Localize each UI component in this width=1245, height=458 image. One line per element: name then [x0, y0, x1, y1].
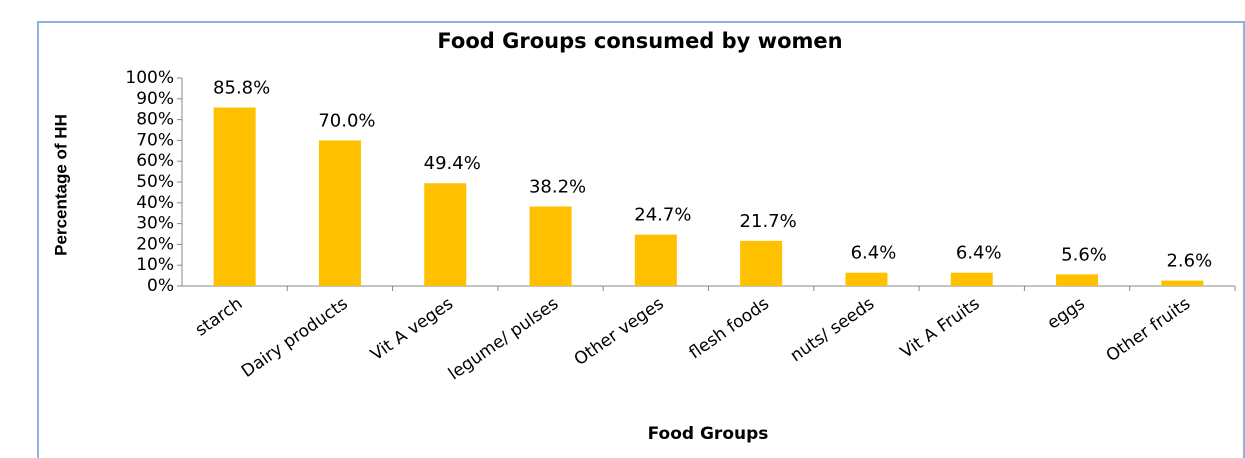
bar: [529, 206, 572, 286]
data-label: 49.4%: [424, 153, 481, 174]
data-label: 5.6%: [1061, 244, 1107, 265]
y-axis-label: Percentage of HH: [51, 114, 70, 256]
y-tick-label: 80%: [136, 110, 174, 130]
y-tick-label: 0%: [147, 276, 174, 296]
data-label: 6.4%: [851, 243, 897, 264]
data-label: 24.7%: [634, 205, 691, 226]
y-tick-label: 10%: [136, 255, 174, 275]
chart-title: Food Groups consumed by women: [437, 29, 842, 53]
x-axis-label: Food Groups: [648, 424, 769, 444]
bar: [740, 240, 783, 286]
y-tick-label: 70%: [136, 130, 174, 150]
bar: [424, 183, 467, 286]
y-tick-label: 20%: [136, 234, 174, 254]
data-label: 2.6%: [1166, 251, 1212, 272]
bar: [845, 272, 888, 286]
bar: [1161, 280, 1204, 286]
data-label: 21.7%: [740, 211, 797, 232]
bar: [213, 107, 256, 286]
y-tick-label: 60%: [136, 151, 174, 171]
bar: [950, 272, 993, 286]
bar: [1056, 274, 1099, 286]
bar: [318, 140, 361, 286]
y-tick-label: 100%: [125, 68, 174, 88]
data-label: 85.8%: [213, 78, 270, 99]
data-label: 70.0%: [318, 110, 375, 131]
y-tick-label: 30%: [136, 214, 174, 234]
y-tick-label: 50%: [136, 172, 174, 192]
bar: [634, 234, 677, 286]
data-label: 38.2%: [529, 177, 586, 198]
y-tick-label: 90%: [136, 89, 174, 109]
data-label: 6.4%: [956, 243, 1002, 264]
y-tick-label: 40%: [136, 193, 174, 213]
